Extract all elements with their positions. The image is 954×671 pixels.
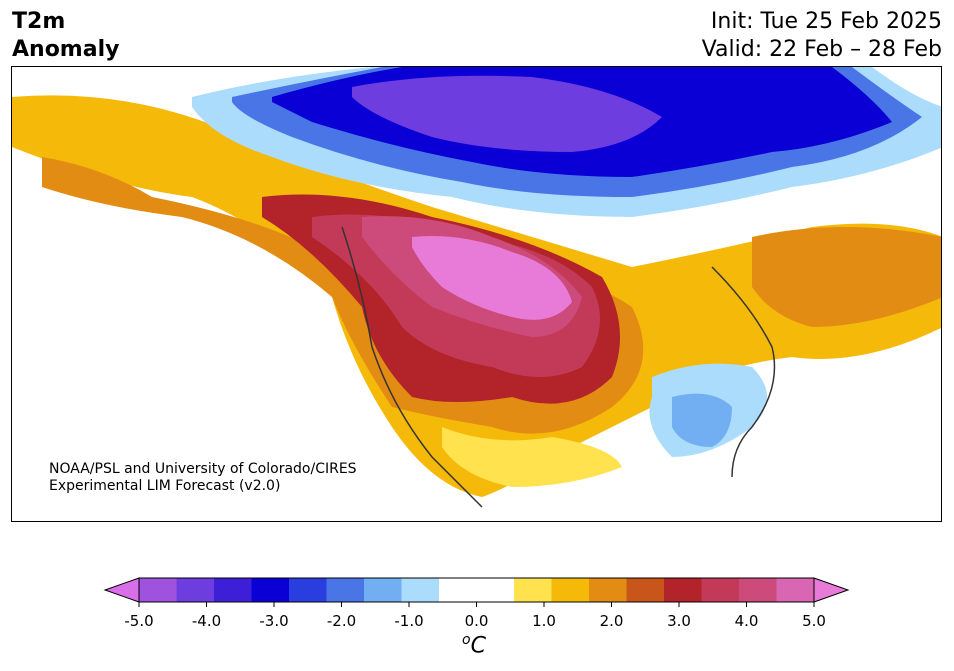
date-block: Init: Tue 25 Feb 2025 Valid: 22 Feb – 28…: [702, 8, 942, 64]
colorbar-tick-label: -4.0: [191, 612, 222, 630]
anomaly-region-warm-east: [752, 227, 941, 327]
anomaly-map: [12, 67, 941, 508]
colorbar-tick-label: 2.0: [599, 612, 624, 630]
colorbar-bin: [776, 578, 815, 602]
colorbar-tick-label: 3.0: [667, 612, 691, 630]
title-block: T2m Anomaly: [12, 8, 119, 64]
colorbar-bin: [739, 578, 777, 602]
colorbar-tick-label: -3.0: [259, 612, 289, 630]
colorbar-bin: [589, 578, 627, 602]
colorbar-bin: [701, 578, 740, 602]
colorbar-bin: [214, 578, 252, 602]
title-anomaly: Anomaly: [12, 37, 120, 62]
coastline-west: [341, 226, 483, 508]
colorbar-bin: [401, 578, 440, 602]
anomaly-region-cool-se-2: [672, 393, 732, 447]
coastline-east: [711, 266, 776, 478]
credit-text: NOAA/PSL and University of Colorado/CIRE…: [49, 461, 357, 495]
unit-degree: o: [462, 632, 471, 648]
colorbar-bin: [364, 578, 402, 602]
colorbar-tick-label: 0.0: [464, 612, 489, 630]
colorbar-bin: [664, 578, 702, 602]
colorbar-tick-label: 5.0: [802, 612, 826, 630]
valid-range: Valid: 22 Feb – 28 Feb: [701, 37, 942, 62]
anomaly-region-cold-4: [352, 75, 662, 152]
colorbar-tick-label: -1.0: [394, 612, 424, 630]
colorbar-tick-label: -5.0: [124, 612, 154, 630]
unit-letter: C: [470, 633, 486, 659]
colorbar-tick-label: 4.0: [734, 612, 759, 630]
colorbar-over-arrow: [813, 577, 850, 603]
colorbar-bin: [514, 578, 552, 602]
colorbar-bin: [439, 578, 477, 602]
anomaly-region-warm-6: [412, 236, 572, 320]
colorbar-unit: oC: [462, 632, 486, 658]
init-date: Init: Tue 25 Feb 2025: [710, 9, 942, 34]
colorbar-tick-label: 1.0: [532, 612, 556, 630]
anomaly-region-warm-sw: [442, 427, 622, 487]
colorbar-bin: [626, 578, 665, 602]
colorbar-bins: [103, 577, 850, 607]
colorbar-bin: [289, 578, 327, 602]
colorbar-bin: [176, 578, 215, 602]
colorbar-bin: [251, 578, 290, 602]
colorbar-bin: [551, 578, 590, 602]
colorbar-bin: [476, 578, 515, 602]
credit-line-1: NOAA/PSL and University of Colorado/CIRE…: [49, 461, 357, 477]
colorbar-tick-label: -2.0: [326, 612, 357, 630]
colorbar-under-arrow: [103, 577, 140, 603]
credit-line-2: Experimental LIM Forecast (v2.0): [49, 478, 281, 494]
colorbar-bin: [326, 578, 365, 602]
colorbar-bin: [139, 578, 177, 602]
map-panel: NOAA/PSL and University of Colorado/CIRE…: [11, 66, 942, 522]
title-variable: T2m: [12, 9, 66, 34]
